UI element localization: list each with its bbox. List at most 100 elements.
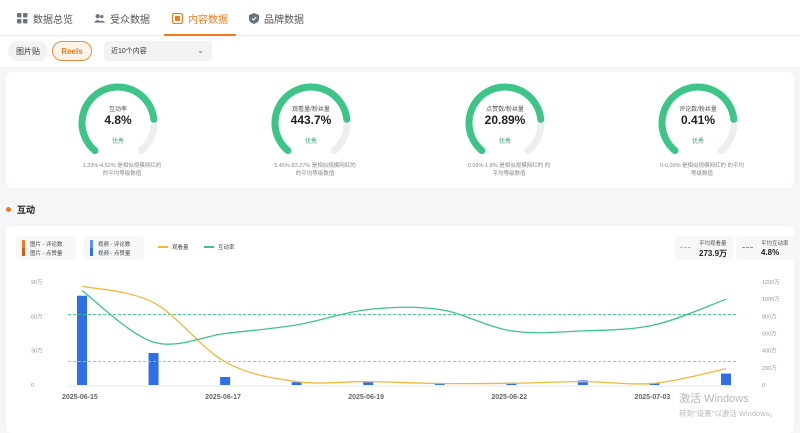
- kpi-description: 5.45%-83.27% 是相似规模网红的 的平均等级数值: [245, 162, 385, 178]
- left-axis-tick: 90万: [31, 279, 43, 286]
- legend-engagement-label: 互动率: [218, 245, 235, 251]
- kpi-description: 0.09%-1.8% 是相似规模网红的 的 平均等级数值: [439, 162, 579, 178]
- kpi-grade: 优秀: [304, 139, 317, 145]
- avg-engagement-box: 平均互动率 4.8%: [736, 236, 796, 260]
- kpi-label: 观看量/粉丝量: [292, 107, 330, 113]
- grid-icon: [17, 12, 28, 24]
- interaction-chart[interactable]: 90万 60万 30万 0 1200万 1000万 800万 600万 400万 200万 0 202…: [6, 252, 794, 433]
- kpi-grade: 优秀: [111, 139, 124, 145]
- kpi-gauge: 点赞数/粉丝量 20.89% 优秀 0.09%-1.8% 是相似规模网红的 的 …: [409, 82, 599, 182]
- x-axis-tick: 2025-06-17: [205, 394, 241, 401]
- x-axis-tick: 2025-06-22: [491, 394, 527, 401]
- views-line: [81, 285, 727, 385]
- engagement-line: [81, 290, 727, 345]
- kpi-desc-line1: 1.33%-4.52% 是相似规模网红的: [82, 163, 162, 169]
- kpi-description: 0-0.03% 是相似规模网红的 的平均 等级数值: [632, 162, 772, 178]
- chevron-down-icon: ⌄: [197, 46, 204, 55]
- legend-views[interactable]: 观看量: [158, 243, 189, 251]
- tab-overview[interactable]: 数据总览: [17, 0, 73, 36]
- legend-swatch: [22, 240, 25, 256]
- tab-label: 内容数据: [188, 14, 228, 26]
- users-icon: [94, 13, 105, 24]
- bar-video-likes: [363, 382, 374, 385]
- kpi-value: 0.41%: [680, 113, 716, 127]
- top-tabs: 数据总览 受众数据 内容数据 品牌数据: [0, 0, 800, 36]
- watermark-line1: 激活 Windows: [679, 393, 749, 405]
- kpi-label: 评论数/粉丝量: [679, 107, 717, 113]
- avg-views-value: 273.9万: [699, 249, 728, 258]
- x-axis-tick: 2025-07-03: [634, 394, 670, 401]
- kpi-value: 20.89%: [484, 113, 526, 127]
- gauge-ring: [78, 83, 158, 155]
- legend-views-label: 观看量: [172, 245, 189, 251]
- x-axis-tick: 2025-06-15: [62, 394, 98, 401]
- tab-content[interactable]: 内容数据: [164, 0, 236, 36]
- kpi-label: 互动率: [108, 107, 127, 113]
- bar-video-likes: [291, 382, 302, 385]
- avg-engagement-label: 平均互动率: [761, 241, 789, 247]
- legend-image-likes: 图片 - 点赞量: [30, 251, 63, 257]
- kpi-description: 1.33%-4.52% 是相似规模网红的 的平均等级数值: [52, 162, 192, 178]
- right-axis-tick: 400万: [762, 348, 777, 355]
- avg-views-box: 平均观看量 273.9万: [674, 236, 734, 260]
- kpi-gauge: 互动率 4.8% 优秀 1.33%-4.52% 是相似规模网红的 的平均等级数值: [22, 82, 212, 182]
- legend-swatch: [90, 240, 93, 256]
- right-axis-tick: 1200万: [762, 279, 780, 286]
- windows-watermark: 激活 Windows 转到"设置"以激活 Windows。: [679, 390, 777, 419]
- range-select[interactable]: 近10个内容 ⌄: [104, 41, 212, 61]
- filter-reels[interactable]: Reels: [52, 41, 92, 61]
- tab-label: 数据总览: [33, 14, 73, 26]
- chart-card: 图片 - 评论数 图片 - 点赞量 视频 - 评论数 视频 - 点赞量 观看量 …: [6, 226, 796, 433]
- kpi-gauge: 评论数/粉丝量 0.41% 优秀 0-0.03% 是相似规模网红的 的平均 等级…: [602, 82, 792, 182]
- kpi-value: 443.7%: [290, 113, 332, 127]
- tab-label: 品牌数据: [264, 14, 304, 26]
- kpi-desc-line2: 的平均等级数值: [102, 171, 142, 177]
- legend-video-group[interactable]: 视频 - 评论数 视频 - 点赞量: [84, 236, 144, 260]
- tab-brand[interactable]: 品牌数据: [248, 0, 304, 36]
- legend-image-group[interactable]: 图片 - 评论数 图片 - 点赞量: [16, 236, 76, 260]
- avg-views-label: 平均观看量: [699, 241, 727, 247]
- legend-engagement[interactable]: 互动率: [204, 243, 235, 251]
- kpi-desc-line2: 平均等级数值: [492, 171, 526, 177]
- tab-audience[interactable]: 受众数据: [94, 0, 150, 36]
- bar-video-likes: [577, 380, 588, 385]
- gauge-ring: [465, 83, 545, 155]
- bar-video-likes: [649, 383, 660, 385]
- kpi-desc-line1: 0.09%-1.8% 是相似规模网红的 的: [467, 163, 551, 169]
- kpi-desc-line2: 的平均等级数值: [295, 171, 335, 177]
- left-axis-tick: 60万: [31, 313, 43, 320]
- watermark-line2: 转到"设置"以激活 Windows。: [679, 409, 777, 418]
- legend-video-comments: 视频 - 评论数: [98, 242, 131, 248]
- shield-icon: [248, 12, 259, 24]
- gauge-ring: [271, 83, 351, 155]
- bar-video-likes: [148, 352, 159, 385]
- x-axis-tick: 2025-06-19: [348, 394, 384, 401]
- filter-image-posts[interactable]: 图片贴: [8, 41, 48, 61]
- legend-line-yellow: [158, 246, 168, 248]
- filter-bar: 图片贴 Reels 近10个内容 ⌄: [0, 37, 800, 67]
- kpi-gauge: 观看量/粉丝量 443.7% 优秀 5.45%-83.27% 是相似规模网红的 …: [215, 82, 405, 182]
- left-axis-tick: 0: [31, 383, 34, 389]
- kpi-desc-line2: 等级数值: [690, 171, 713, 177]
- right-axis-tick: 0: [762, 383, 765, 389]
- content-icon: [172, 12, 183, 24]
- avg-engagement-dash: [742, 247, 753, 248]
- kpi-card: 互动率 4.8% 优秀 1.33%-4.52% 是相似规模网红的 的平均等级数值…: [6, 72, 794, 188]
- gauge-ring: [658, 83, 738, 155]
- avg-engagement-value: 4.8%: [761, 248, 780, 257]
- bar-video-likes: [220, 376, 231, 385]
- bar-video-likes: [721, 373, 731, 385]
- right-axis-tick: 600万: [762, 331, 777, 338]
- kpi-value: 4.8%: [104, 113, 132, 127]
- right-axis-tick: 200万: [762, 365, 777, 372]
- kpi-desc-line1: 0-0.03% 是相似规模网红的 的平均: [659, 163, 745, 169]
- bar-video-likes: [77, 295, 87, 385]
- kpi-label: 点赞数/粉丝量: [486, 107, 524, 113]
- right-axis-tick: 800万: [762, 313, 777, 320]
- legend-image-comments: 图片 - 评论数: [30, 242, 63, 248]
- section-title: 互动: [6, 203, 35, 216]
- legend-video-likes: 视频 - 点赞量: [98, 251, 131, 257]
- left-axis-tick: 30万: [31, 348, 43, 355]
- range-select-value: 近10个内容: [111, 48, 147, 55]
- right-axis-tick: 1000万: [762, 296, 780, 303]
